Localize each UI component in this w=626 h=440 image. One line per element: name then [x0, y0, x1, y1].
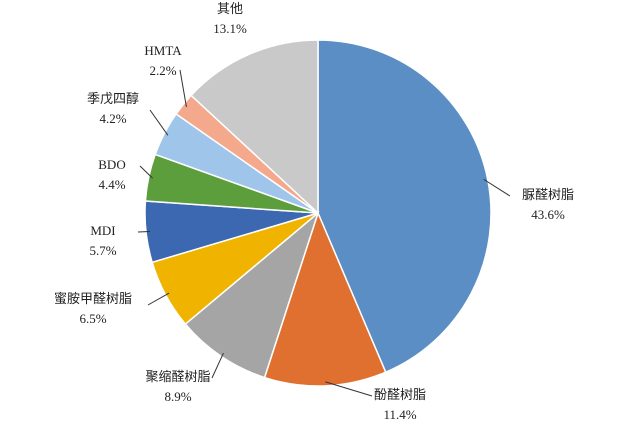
slice-value-label: 8.9%: [164, 389, 191, 404]
slice-label: HMTA: [144, 43, 182, 58]
slice-value-label: 5.7%: [89, 243, 116, 258]
slice-label: BDO: [98, 157, 125, 172]
pie-slice: [263, 210, 387, 387]
slice-value-label: 11.4%: [383, 407, 416, 422]
leader-line: [211, 352, 224, 379]
slice-label: 季戊四醇: [87, 91, 139, 106]
slice-label: 聚缩醛树脂: [145, 369, 210, 384]
leader-line: [179, 69, 187, 108]
slice-value-label: 4.2%: [99, 111, 126, 126]
slice-value-label: 4.4%: [98, 177, 125, 192]
slice-label: 酚醛树脂: [374, 387, 426, 402]
slice-label: 蜜胺甲醛树脂: [54, 291, 132, 306]
slice-value-label: 2.2%: [149, 63, 176, 78]
slice-value-label: 43.6%: [531, 207, 565, 222]
slice-label: MDI: [90, 223, 115, 238]
pie-slice: [190, 39, 319, 215]
leader-line: [147, 292, 170, 306]
leader-line: [483, 178, 511, 197]
slice-label: 其他: [217, 1, 243, 16]
leader-line: [325, 381, 373, 397]
pie-slice: [184, 210, 320, 379]
slice-label: 脲醛树脂: [522, 187, 574, 202]
leader-line: [149, 109, 169, 136]
pie-slice: [317, 39, 492, 374]
leader-line: [139, 165, 153, 179]
slice-value-label: 13.1%: [213, 21, 247, 36]
slice-value-label: 6.5%: [79, 311, 106, 326]
